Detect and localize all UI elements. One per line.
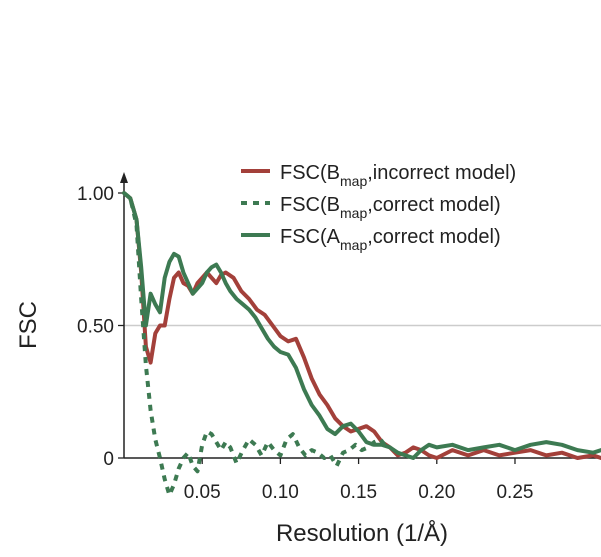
y-axis-label: FSC: [15, 301, 42, 349]
legend-label-3: FSC(Amap,correct model): [280, 226, 501, 253]
y-axis-arrow: [120, 172, 128, 183]
x-axis-label: Resolution (1/Å): [276, 519, 448, 547]
series-layer: [122, 191, 601, 498]
tick-labels: 0.05 0.10 0.15 0.20 0.25 1.00 0.50 0: [77, 184, 533, 503]
legend: FSC(Bmap,incorrect model) FSC(Bmap,correc…: [241, 162, 516, 253]
y-tick-label: 0: [103, 449, 114, 470]
y-tick-label: 0.50: [77, 317, 114, 338]
x-tick-label: 0.25: [496, 482, 533, 503]
x-tick-label: 0.10: [262, 482, 299, 503]
y-tick-label: 1.00: [77, 184, 114, 205]
legend-label-2: FSC(Bmap,correct model): [280, 194, 501, 221]
x-tick-label: 0.20: [418, 482, 455, 503]
series-line-1: [122, 191, 601, 460]
x-tick-label: 0.15: [340, 482, 377, 503]
x-tick-label: 0.05: [184, 482, 221, 503]
series-line-2: [122, 191, 389, 498]
series-line-3: [122, 191, 601, 460]
legend-label-1: FSC(Bmap,incorrect model): [280, 162, 516, 189]
axes: [118, 172, 601, 464]
